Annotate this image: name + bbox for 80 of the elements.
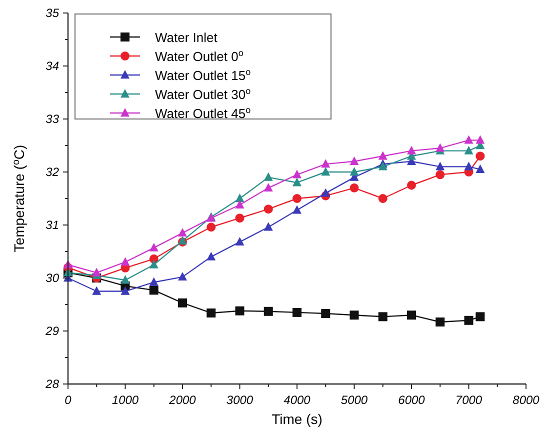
- point: [321, 167, 330, 176]
- point: [292, 178, 302, 186]
- y-tick-label: 32: [46, 165, 60, 179]
- point: [206, 222, 216, 232]
- legend-label: Water Outlet 30$^{o}$: [155, 86, 251, 102]
- point: [178, 272, 187, 281]
- point: [436, 162, 445, 170]
- point: [264, 306, 273, 316]
- point: [120, 257, 130, 266]
- x-tick-label: 7000: [455, 393, 482, 407]
- x-tick-label: 3000: [226, 393, 254, 407]
- point: [378, 312, 388, 322]
- point: [378, 162, 388, 170]
- point: [235, 200, 244, 208]
- legend-label: Water Outlet 15$^{o}$: [155, 67, 251, 83]
- x-tick-label: 6000: [398, 393, 426, 407]
- point: [92, 268, 102, 276]
- point: [264, 222, 273, 231]
- point: [436, 143, 445, 152]
- point: [292, 194, 302, 203]
- point: [407, 180, 416, 190]
- legend-label: Water Inlet: [155, 30, 218, 45]
- point: [92, 286, 102, 295]
- point: [350, 310, 359, 320]
- point: [149, 260, 158, 268]
- legend-label: Water Outlet 45$^{o}$: [155, 105, 251, 121]
- point: [149, 242, 158, 252]
- point: [235, 237, 244, 246]
- point: [350, 167, 359, 176]
- point: [206, 252, 216, 260]
- point: [464, 316, 474, 325]
- point: [235, 306, 244, 316]
- x-tick-label: 1000: [112, 393, 139, 407]
- y-tick-label: 28: [44, 377, 60, 391]
- x-tick-label: 4000: [284, 393, 311, 407]
- point: [378, 151, 388, 160]
- point: [264, 172, 273, 181]
- point: [378, 194, 388, 203]
- point: [178, 228, 187, 237]
- point: [120, 286, 130, 295]
- y-tick-label: 30: [46, 271, 60, 285]
- point: [350, 183, 359, 192]
- point: [321, 159, 330, 168]
- y-tick-label: 31: [46, 218, 59, 232]
- point: [292, 205, 302, 214]
- point: [476, 152, 485, 161]
- point: [476, 164, 485, 173]
- point: [464, 146, 474, 154]
- point: [476, 135, 485, 144]
- point: [264, 182, 273, 192]
- point: [476, 312, 485, 322]
- point: [292, 308, 302, 317]
- point: [464, 162, 474, 170]
- point: [178, 298, 187, 308]
- x-tick-label: 8000: [512, 393, 540, 407]
- point: [235, 194, 244, 202]
- point: [264, 204, 273, 214]
- point: [206, 308, 216, 318]
- x-axis-title: Time (s): [272, 411, 322, 427]
- legend-label: Water Outlet 0$^{o}$: [155, 48, 244, 64]
- y-tick-label: 29: [44, 324, 60, 338]
- x-tick-label: 0: [64, 393, 72, 407]
- point: [350, 156, 359, 165]
- point: [292, 170, 302, 178]
- point: [235, 214, 244, 223]
- y-tick-label: 34: [46, 59, 60, 73]
- y-tick-label: 33: [46, 112, 60, 126]
- point: [407, 146, 416, 154]
- point: [464, 135, 474, 144]
- point: [321, 309, 330, 318]
- point: [120, 275, 130, 284]
- x-tick-label: 2000: [168, 393, 196, 407]
- point: [149, 286, 158, 295]
- y-tick-label: 35: [46, 6, 60, 20]
- point: [436, 170, 445, 180]
- point: [436, 317, 445, 326]
- x-tick-label: 5000: [340, 393, 368, 407]
- point: [407, 310, 416, 320]
- point: [321, 188, 330, 197]
- point: [149, 277, 158, 286]
